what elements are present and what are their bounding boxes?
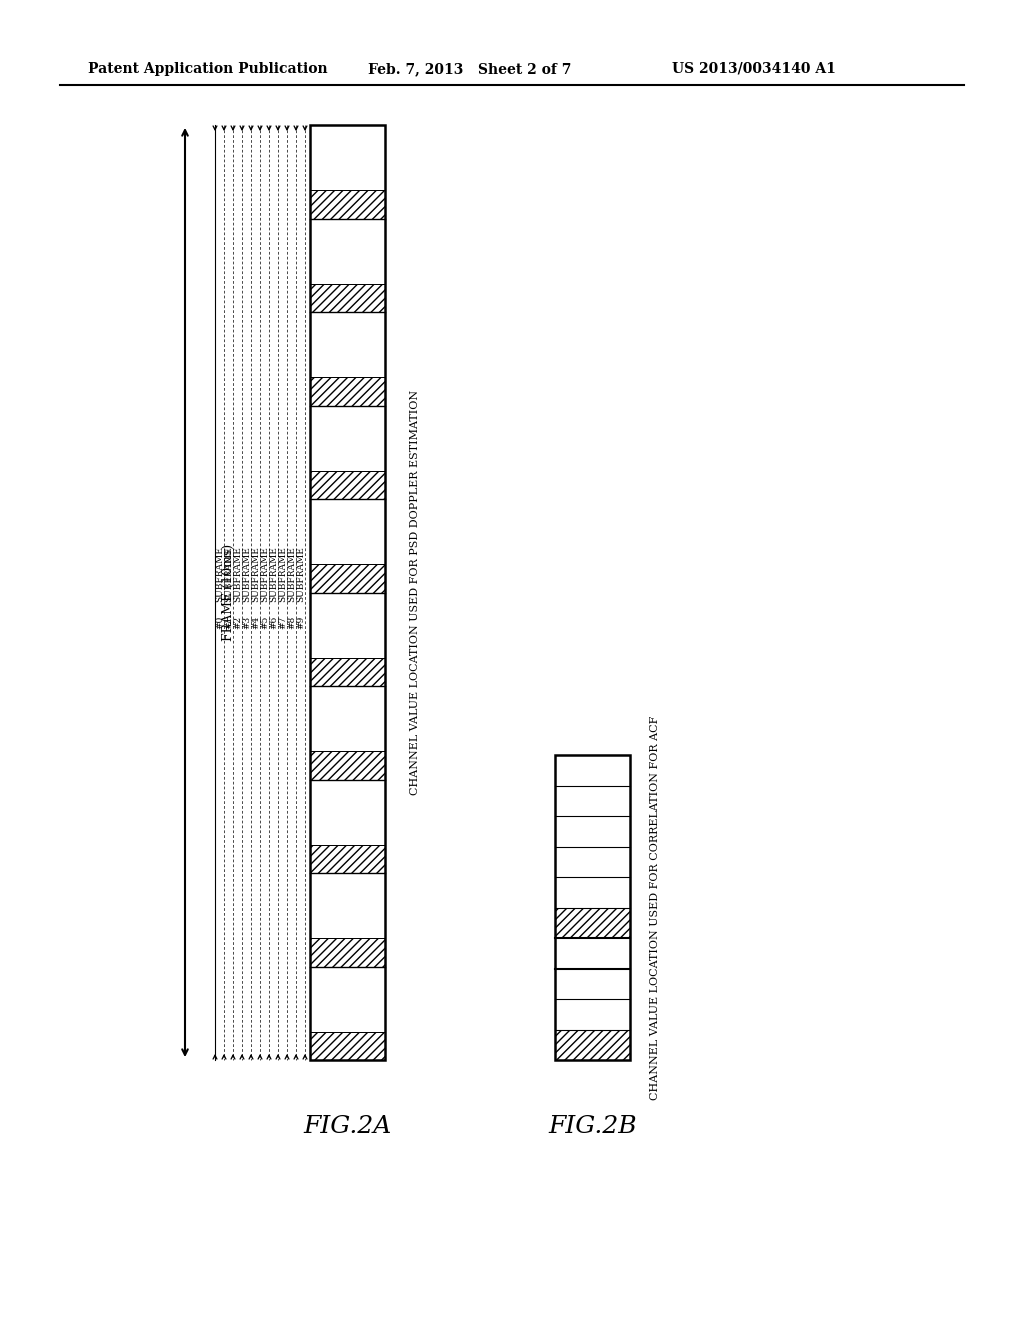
Text: CHANNEL VALUE LOCATION USED FOR PSD DOPPLER ESTIMATION: CHANNEL VALUE LOCATION USED FOR PSD DOPP… — [410, 389, 420, 795]
Text: #5: #5 — [260, 616, 269, 630]
Bar — [310, 939, 385, 966]
Text: CHANNEL VALUE LOCATION USED FOR CORRELATION FOR ACF: CHANNEL VALUE LOCATION USED FOR CORRELAT… — [650, 715, 660, 1100]
Bar — [555, 755, 630, 1060]
Bar — [310, 190, 385, 219]
Bar — [310, 125, 385, 1060]
Bar — [555, 908, 630, 939]
Text: SUBFRAME: SUBFRAME — [296, 546, 305, 602]
Text: FIG.2A: FIG.2A — [303, 1115, 391, 1138]
Text: #1: #1 — [224, 616, 233, 630]
Bar — [310, 471, 385, 499]
Text: #6: #6 — [269, 616, 278, 630]
Bar — [310, 1032, 385, 1060]
Text: Feb. 7, 2013   Sheet 2 of 7: Feb. 7, 2013 Sheet 2 of 7 — [368, 62, 571, 77]
Text: FIG.2B: FIG.2B — [548, 1115, 637, 1138]
Text: FRAME (10ms): FRAME (10ms) — [221, 544, 234, 642]
Text: SUBFRAME: SUBFRAME — [224, 546, 233, 602]
Text: SUBFRAME: SUBFRAME — [251, 546, 260, 602]
Text: SUBFRAME: SUBFRAME — [269, 546, 278, 602]
Text: US 2013/0034140 A1: US 2013/0034140 A1 — [672, 62, 836, 77]
Text: #7: #7 — [278, 616, 287, 630]
Bar — [310, 565, 385, 593]
Text: Patent Application Publication: Patent Application Publication — [88, 62, 328, 77]
Bar — [310, 284, 385, 312]
Text: SUBFRAME: SUBFRAME — [260, 546, 269, 602]
Text: SUBFRAME: SUBFRAME — [287, 546, 296, 602]
Bar — [310, 751, 385, 780]
Text: #8: #8 — [287, 616, 296, 630]
Bar — [310, 125, 385, 1060]
Text: SUBFRAME: SUBFRAME — [278, 546, 287, 602]
Text: #4: #4 — [251, 616, 260, 630]
Text: SUBFRAME: SUBFRAME — [215, 546, 224, 602]
Text: #9: #9 — [296, 616, 305, 630]
Bar — [310, 845, 385, 873]
Bar — [310, 657, 385, 686]
Text: #0: #0 — [215, 616, 224, 630]
Text: #3: #3 — [242, 616, 251, 630]
Text: #2: #2 — [233, 616, 242, 630]
Text: SUBFRAME: SUBFRAME — [233, 546, 242, 602]
Bar — [555, 1030, 630, 1060]
Text: SUBFRAME: SUBFRAME — [242, 546, 251, 602]
Bar — [310, 378, 385, 405]
Bar — [555, 755, 630, 1060]
